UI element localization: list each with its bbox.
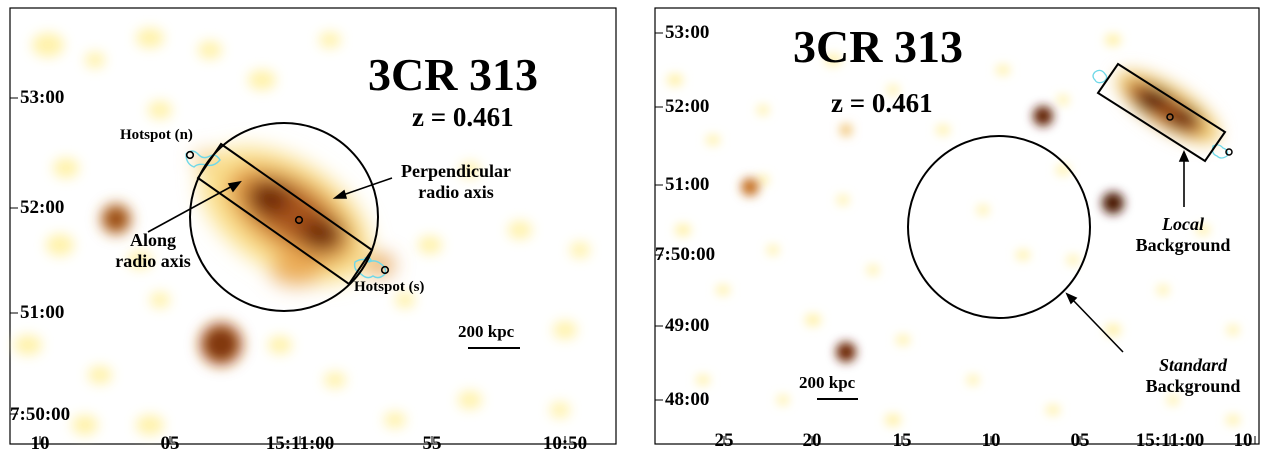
right-y-tick: 48:00 [665,389,710,410]
local-background-line2: Background [1135,235,1231,255]
right-title: 3CR 313 [793,21,963,72]
right-y-tick: 51:00 [665,174,710,195]
local-background-line1: Local [1162,214,1204,234]
standard-background-line1: Standard [1158,355,1228,375]
hotspot-n-label: Hotspot (n) [120,127,193,143]
right-panel: 3CR 313 z = 0.461 Local Background Stand… [643,0,1268,459]
right-y-tick: 53:00 [665,22,710,43]
standard-background-line2: Background [1145,376,1241,396]
left-redshift: z = 0.461 [412,102,514,132]
left-y-tick: 7:50:00 [10,404,71,425]
left-along-axis-box [196,142,374,286]
right-y-tick: 52:00 [665,96,710,117]
left-x-tick: 15:11:00 [265,433,335,454]
right-y-tick: 7:50:00 [655,244,716,265]
standard-background-circle [907,135,1091,319]
right-redshift: z = 0.461 [831,88,933,118]
left-panel: 3CR 313 z = 0.461 Hotspot (n) Hotspot (s… [0,0,625,459]
right-scale-label: 200 kpc [799,373,856,392]
standard-background-label: Standard Background [1128,355,1258,397]
perpendicular-axis-line2: radio axis [418,182,494,202]
right-x-tick: 25 [714,430,734,451]
local-background-label: Local Background [1118,214,1248,256]
left-x-tick: 55 [422,433,442,454]
left-xray-image [9,7,617,445]
right-radio-contours [1092,69,1229,159]
left-x-tick: 10:50 [542,433,588,454]
left-y-tick: 52:00 [20,197,65,218]
left-scale-label: 200 kpc [458,322,515,341]
left-x-tick: 05 [160,433,180,454]
along-axis-label: Along radio axis [98,230,208,272]
left-y-tick: 53:00 [20,87,65,108]
right-x-tick: 10 [981,430,1001,451]
left-x-tick: 10 [30,433,50,454]
right-x-tick: 15 [892,430,912,451]
hotspot-s-label: Hotspot (s) [354,279,425,295]
perpendicular-axis-label: Perpendicular radio axis [396,161,516,203]
right-x-tick: 15:11:00 [1135,430,1205,451]
right-x-tick: 05 [1070,430,1090,451]
along-axis-line1: Along [129,230,176,250]
right-x-tick: 20 [802,430,822,451]
perpendicular-axis-line1: Perpendicular [401,161,511,181]
left-title: 3CR 313 [368,49,538,100]
right-xray-image [654,7,1260,445]
left-y-tick: 51:00 [20,302,65,323]
right-x-tick: 10 [1233,430,1253,451]
left-extraction-circle [189,122,379,312]
along-axis-line2: radio axis [115,251,191,271]
local-background-box [1096,62,1227,163]
right-y-tick: 49:00 [665,315,710,336]
